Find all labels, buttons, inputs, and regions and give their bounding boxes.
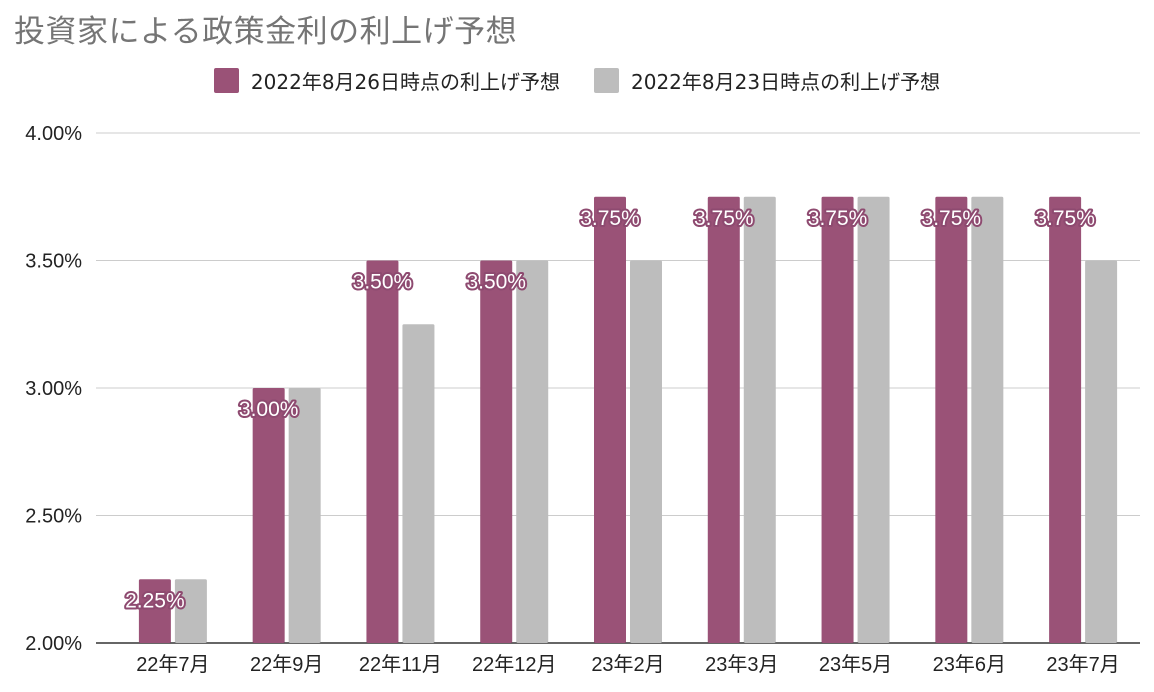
data-label: 3.75%	[694, 207, 754, 230]
bar-series-1[interactable]	[594, 196, 626, 643]
x-tick-label: 22年9月	[250, 653, 323, 676]
x-tick-label: 23年7月	[1046, 653, 1119, 676]
bars	[138, 196, 1118, 644]
bar-series-1[interactable]	[821, 196, 854, 643]
bar-series-2[interactable]	[288, 388, 321, 643]
legend-label-series-2: 2022年8月23日時点の利上げ予想	[631, 70, 941, 94]
data-label: 2.25%	[125, 589, 185, 612]
legend: 2022年8月26日時点の利上げ予想 2022年8月23日時点の利上げ予想	[0, 66, 1154, 95]
x-tick-label: 23年5月	[819, 653, 892, 676]
legend-swatch-series-2	[594, 68, 619, 93]
bar-series-1[interactable]	[707, 196, 740, 643]
data-label: 3.75%	[1035, 207, 1095, 230]
x-tick-label: 22年7月	[136, 653, 209, 676]
bar-series-1[interactable]	[366, 260, 399, 644]
x-tick-label: 23年2月	[591, 653, 664, 676]
bar-series-2[interactable]	[516, 260, 549, 644]
x-tick-label: 22年11月	[359, 653, 442, 676]
legend-entry-series-2[interactable]: 2022年8月23日時点の利上げ予想	[594, 66, 940, 95]
y-tick-label: 4.00%	[25, 123, 82, 145]
bar-series-1[interactable]	[252, 388, 285, 643]
data-label: 3.75%	[922, 207, 982, 230]
y-axis-ticks: 2.00% 2.50% 3.00% 3.50% 4.00%	[25, 123, 82, 655]
data-label: 3.50%	[466, 271, 526, 294]
x-tick-label: 22年12月	[472, 653, 557, 676]
x-tick-label: 23年6月	[933, 653, 1006, 676]
legend-entry-series-1[interactable]: 2022年8月26日時点の利上げ予想	[213, 66, 560, 95]
bar-series-2[interactable]	[857, 196, 890, 643]
data-label: 3.00%	[239, 398, 299, 421]
bar-series-2[interactable]	[971, 196, 1004, 643]
bar-series-2[interactable]	[174, 579, 207, 643]
x-axis-ticks: 22年7月 22年9月 22年11月 22年12月 23年2月 23年3月 23年5月 23年…	[136, 653, 1120, 676]
data-label: 3.75%	[808, 207, 868, 230]
bar-series-1[interactable]	[935, 196, 968, 643]
y-tick-label: 2.50%	[25, 506, 82, 528]
y-tick-label: 2.00%	[25, 633, 82, 655]
legend-label-series-1: 2022年8月26日時点の利上げ予想	[250, 70, 560, 94]
chart-title: 投資家による政策金利の利上げ予想	[14, 14, 518, 50]
bar-series-2[interactable]	[402, 324, 435, 643]
bar-series-2[interactable]	[743, 196, 776, 643]
data-labels: 2.25% 3.00% 3.50% 3.50% 3.75% 3.75% 3.75% 3.75%…	[123, 205, 1097, 615]
bar-series-2[interactable]	[630, 260, 662, 644]
bar-series-1[interactable]	[138, 579, 171, 643]
bar-series-1[interactable]	[1049, 196, 1082, 643]
x-tick-label: 23年3月	[705, 653, 778, 676]
y-tick-label: 3.00%	[25, 378, 82, 400]
bar-series-1[interactable]	[480, 260, 513, 644]
bar-series-2[interactable]	[1085, 260, 1118, 644]
y-tick-label: 3.50%	[25, 251, 82, 273]
data-label: 3.75%	[580, 207, 640, 230]
data-label: 3.50%	[353, 271, 413, 294]
legend-swatch-series-1	[213, 68, 239, 93]
